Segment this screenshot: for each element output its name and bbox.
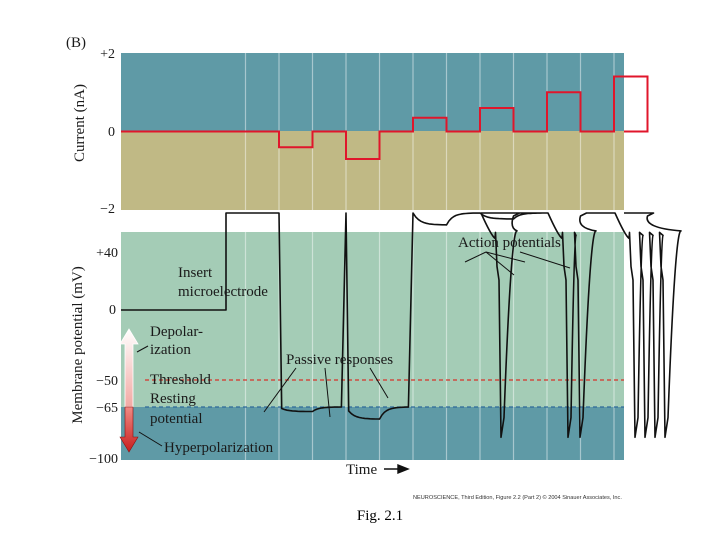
hyperpolarization-pointer bbox=[138, 431, 163, 447]
resting-label-1: Resting bbox=[150, 391, 196, 407]
insert-electrode-label-1: Insert bbox=[178, 265, 213, 281]
action-potentials-label: Action potentials bbox=[458, 235, 561, 251]
current-tick-pos2: +2 bbox=[100, 47, 115, 62]
passive-pointer-2 bbox=[324, 367, 331, 418]
current-panel: Current (nA) +2 0 −2 bbox=[72, 47, 649, 217]
membrane-axis-label: Membrane potential (mV) bbox=[70, 266, 86, 423]
current-bg-positive bbox=[121, 53, 624, 131]
voltage-trace bbox=[121, 212, 682, 439]
membrane-tick-neg100: −100 bbox=[89, 452, 118, 467]
hyperpolarization-label: Hyperpolarization bbox=[164, 440, 274, 456]
time-arrow bbox=[384, 463, 410, 475]
current-tick-neg2: −2 bbox=[100, 202, 115, 217]
panel-label: (B) bbox=[66, 35, 86, 51]
time-axis-label: Time bbox=[346, 462, 377, 478]
passive-pointer-3 bbox=[369, 367, 389, 399]
membrane-tick-neg65: −65 bbox=[96, 401, 118, 416]
ap-pointer-4 bbox=[519, 251, 571, 269]
passive-pointer-1 bbox=[263, 367, 297, 413]
threshold-label: Threshold bbox=[150, 372, 211, 388]
passive-responses-label: Passive responses bbox=[286, 352, 393, 368]
current-axis-label: Current (nA) bbox=[72, 84, 88, 162]
ap-pointer-1 bbox=[464, 251, 487, 263]
membrane-bg-lower bbox=[121, 407, 624, 460]
ap-pointer-3 bbox=[485, 251, 526, 263]
depolarization-arrow bbox=[119, 328, 139, 408]
membrane-tick-zero: 0 bbox=[109, 303, 116, 318]
depolarization-pointer bbox=[136, 345, 149, 353]
current-trace bbox=[121, 75, 649, 160]
hyperpolarization-arrow bbox=[119, 406, 139, 453]
depolarization-label-2: ization bbox=[150, 342, 191, 358]
figure-caption: Fig. 2.1 bbox=[356, 508, 404, 524]
resting-label-2: potential bbox=[150, 411, 203, 427]
membrane-panel: Membrane potential (mV) +40 0 −50 −65 −1… bbox=[70, 212, 682, 478]
membrane-tick-neg50: −50 bbox=[96, 374, 118, 389]
figure-credit: NEUROSCIENCE, Third Edition, Figure 2.2 … bbox=[413, 494, 622, 501]
current-bg-negative bbox=[121, 131, 624, 210]
current-tick-zero: 0 bbox=[108, 125, 115, 140]
membrane-tick-pos40: +40 bbox=[96, 246, 118, 261]
depolarization-label-1: Depolar- bbox=[150, 324, 203, 340]
insert-electrode-label-2: microelectrode bbox=[178, 284, 268, 300]
membrane-bg-upper bbox=[121, 232, 624, 407]
ap-pointer-2 bbox=[485, 251, 515, 276]
